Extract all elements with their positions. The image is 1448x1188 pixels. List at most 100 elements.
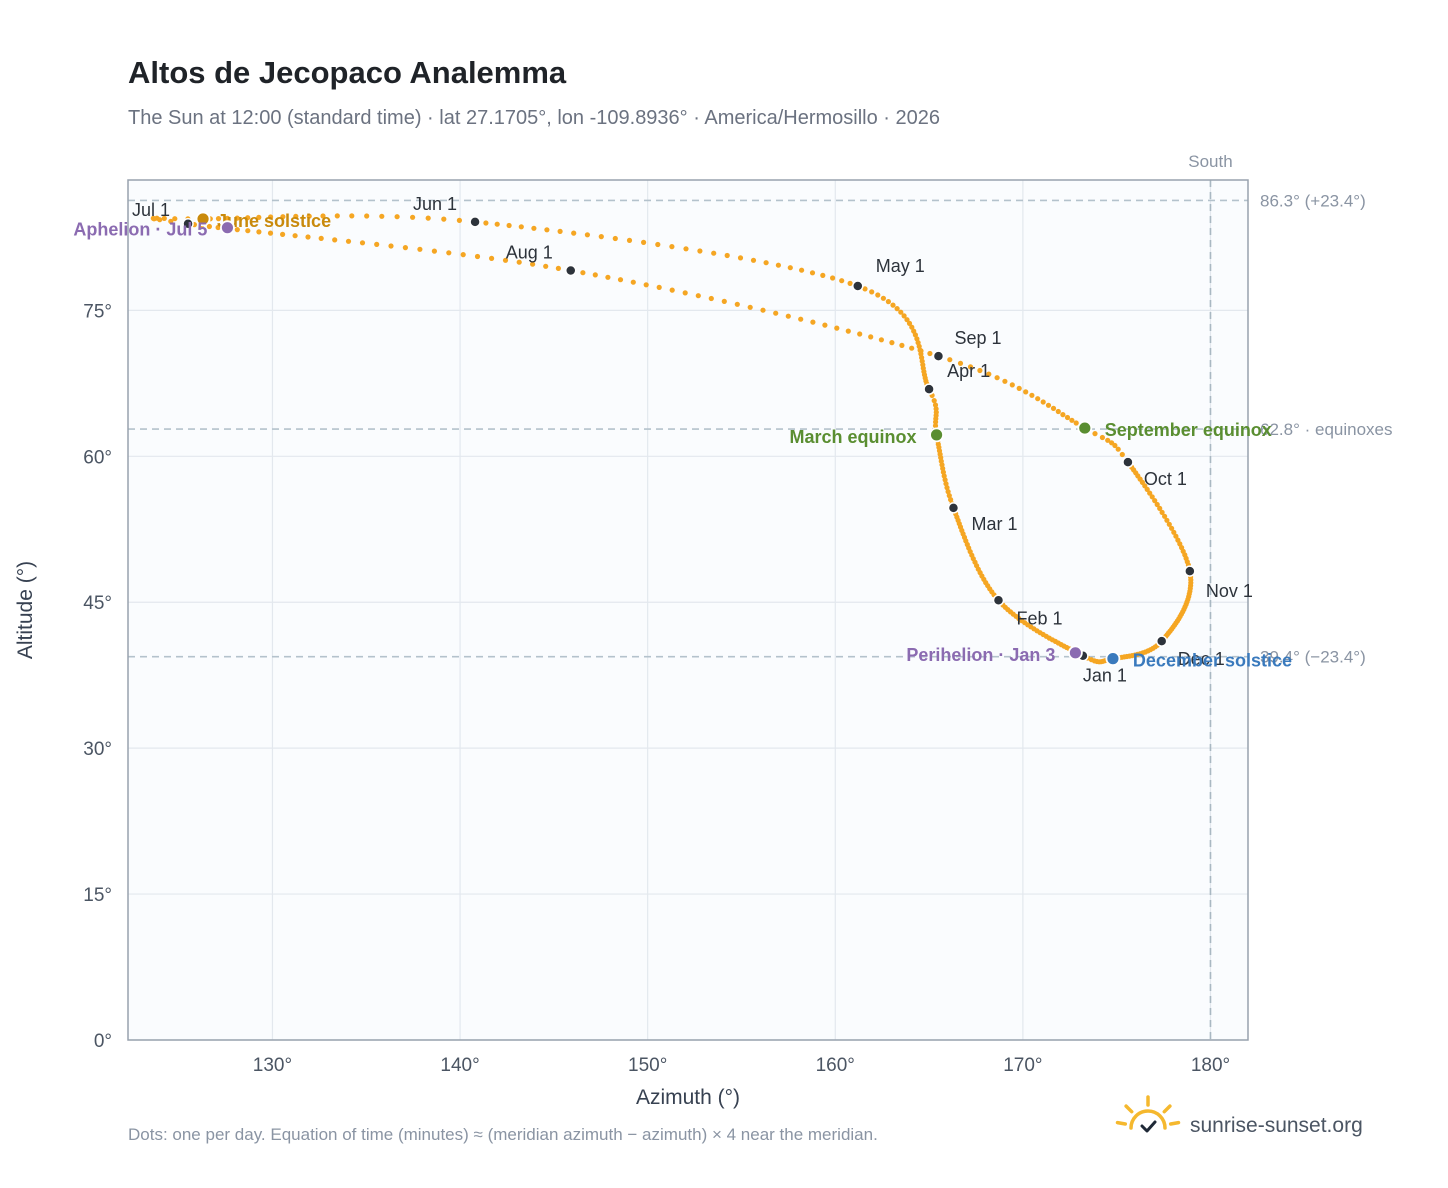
daily-dot [1045,402,1052,408]
daily-dot [332,237,338,243]
daily-dot [234,215,240,221]
daily-dot [906,320,913,326]
daily-dot [1069,417,1075,423]
daily-dot [1016,385,1022,391]
daily-dot [483,220,489,226]
daily-dot [530,261,536,267]
daily-dot [890,302,896,308]
daily-dot [695,293,701,299]
event-marker [195,211,211,227]
month-label: Oct 1 [1144,469,1187,489]
daily-dot [932,402,939,408]
x-tick-label: 180° [1191,1055,1230,1076]
daily-dot [760,307,766,313]
daily-dot [1159,509,1165,515]
daily-dot [1162,513,1168,519]
daily-dot [946,493,952,499]
daily-dot [787,265,793,271]
brand-logo[interactable]: sunrise-sunset.org [1115,1095,1363,1137]
daily-dot [933,406,939,412]
month-label: Mar 1 [971,514,1017,534]
daily-dot [656,284,662,290]
daily-dot [318,235,324,241]
brand-name[interactable]: sunrise-sunset.org [1190,1114,1363,1137]
sun-ray [1115,1120,1128,1126]
daily-dot [708,295,714,302]
reference-line-label: 62.8° · equinoxes [1260,420,1393,439]
month-label: May 1 [876,256,925,276]
daily-dot [711,250,717,256]
daily-dot [747,304,753,310]
daily-dot [724,252,730,259]
daily-dot [830,275,836,281]
daily-dot [875,292,881,298]
daily-dot [306,213,312,219]
daily-dot [834,325,840,331]
event-marker [1105,651,1121,667]
month-marker [932,350,945,362]
y-tick-label: 30° [83,739,112,760]
daily-dot [234,227,240,233]
daily-dot [1157,505,1163,511]
y-tick-label: 60° [83,447,112,468]
event-marker [1077,420,1093,436]
daily-dot [320,213,326,219]
daily-dot [1035,396,1041,402]
daily-dot [1060,412,1066,418]
daily-dot [446,250,452,256]
daily-dot [379,213,385,219]
month-marker [923,383,935,395]
event-markers: June solstice Aphelion · Jul 5 March equin… [73,211,1292,671]
daily-dot [1023,389,1029,395]
daily-dot [1050,405,1057,411]
daily-dot [734,301,740,307]
daily-dot [544,227,550,233]
daily-dot [215,224,221,231]
daily-dot [617,277,624,283]
month-label: Feb 1 [1016,608,1062,628]
daily-dot [944,485,950,491]
daily-dot [506,222,512,229]
daily-dot [878,337,885,343]
daily-dot [1171,529,1177,535]
month-marker [182,218,194,230]
month-label: Dec 1 [1178,649,1225,669]
daily-dot [168,218,174,224]
event-label: September equinox [1105,420,1272,440]
daily-dot [857,331,863,337]
daily-dot [909,345,915,351]
daily-dot [643,282,649,288]
x-tick-label: 160° [816,1055,855,1076]
daily-dot [151,216,157,222]
month-marker [469,216,481,228]
event-label: June solstice [217,211,331,231]
daily-dot [584,232,591,238]
daily-dot [847,280,853,286]
daily-dot [977,367,983,374]
sun-ray [1162,1104,1172,1114]
daily-dot [785,313,791,319]
y-tick-label: 0° [94,1031,112,1052]
daily-dot [1164,517,1170,523]
daily-dot [901,313,907,319]
daily-dot [359,240,366,246]
daily-dot [911,328,917,334]
daily-dot [957,360,964,366]
daily-dot [431,248,437,254]
daily-dot [172,216,178,222]
daily-dot [945,489,951,495]
month-marker [1155,635,1168,647]
daily-dot [626,237,633,243]
daily-dot [502,257,509,263]
daily-dot [1055,408,1061,415]
daily-dot [1064,414,1071,421]
sun-check-icon [1115,1095,1181,1133]
daily-dot [775,262,782,268]
daily-dot [994,375,1000,381]
daily-dot [669,287,675,293]
x-tick-label: 170° [1003,1055,1042,1076]
daily-dot [215,216,222,222]
month-label: Nov 1 [1206,581,1253,601]
daily-dot [943,481,949,487]
plot-area [128,180,1248,1040]
